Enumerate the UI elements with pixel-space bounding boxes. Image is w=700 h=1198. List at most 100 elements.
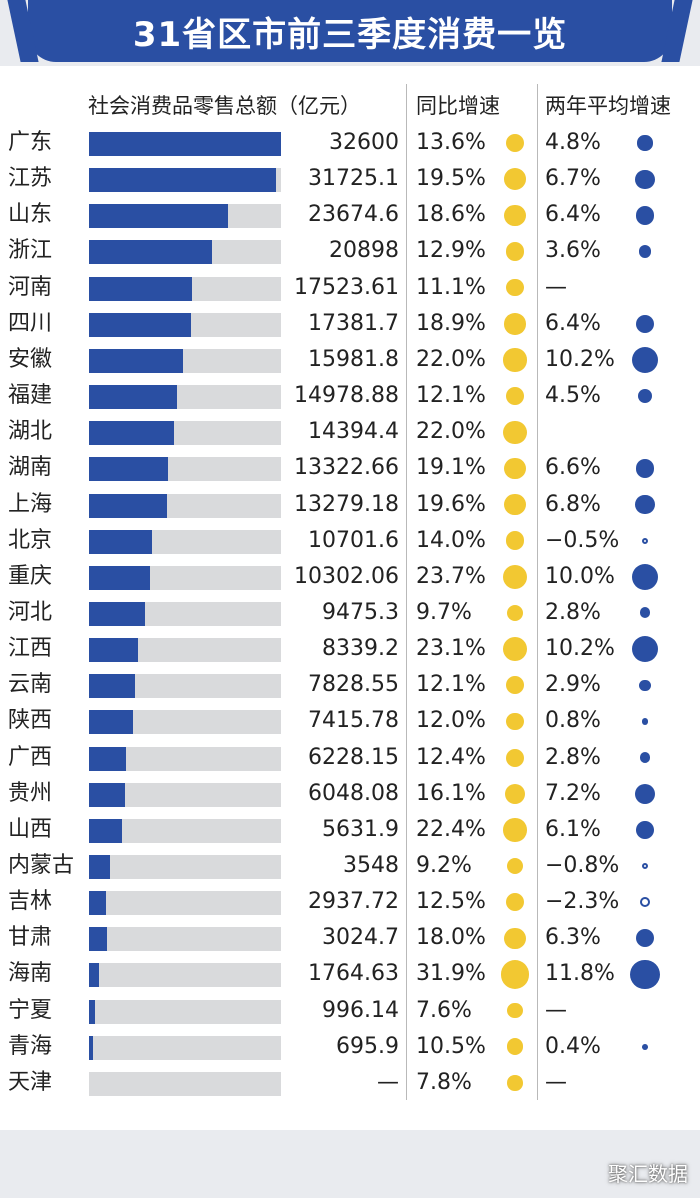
avg-growth-label: 11.8%	[545, 961, 615, 987]
table-row: 四川 17381.7 18.9% 6.4%	[0, 306, 700, 342]
province-label: 浙江	[8, 238, 53, 264]
retail-value-label: 3548	[343, 853, 399, 878]
table-row: 贵州 6048.08 16.1% 7.2%	[0, 776, 700, 812]
retail-value-label: 10302.06	[294, 563, 399, 589]
yoy-dot	[503, 637, 527, 661]
province-label: 河南	[8, 274, 53, 300]
yoy-dot	[503, 420, 527, 444]
yoy-label: 31.9%	[416, 961, 486, 987]
province-label: 海南	[8, 961, 53, 987]
header-retail: 社会消费品零售总额（亿元）	[88, 94, 361, 118]
divider-retail-yoy	[406, 84, 407, 1100]
table-row: 吉林 2937.72 12.5% −2.3%	[0, 884, 700, 920]
province-label: 天津	[8, 1069, 53, 1095]
yoy-label: 12.1%	[416, 672, 486, 698]
retail-value-label: 7828.55	[308, 672, 399, 698]
yoy-dot	[506, 712, 524, 731]
yoy-label: 22.0%	[416, 346, 486, 372]
chart-title: 31省区市前三季度消费一览	[132, 14, 568, 55]
avg-growth-dot	[632, 563, 658, 590]
avg-growth-dot	[635, 494, 655, 515]
retail-bar	[89, 782, 125, 807]
avg-growth-label: 6.8%	[545, 491, 601, 517]
table-row: 湖南 13322.66 19.1% 6.6%	[0, 450, 700, 486]
avg-growth-label: 2.8%	[545, 744, 601, 770]
table-row: 福建 14978.88 12.1% 4.5%	[0, 378, 700, 414]
table-row: 海南 1764.63 31.9% 11.8%	[0, 956, 700, 992]
yoy-dot	[507, 1075, 523, 1091]
yoy-label: 12.4%	[416, 744, 486, 770]
watermark: 聚汇数据	[608, 1162, 688, 1186]
retail-value-label: 32600	[329, 130, 399, 155]
avg-growth-dot	[635, 206, 655, 225]
avg-growth-label: —	[545, 1069, 567, 1095]
province-label: 湖南	[8, 455, 53, 481]
yoy-dot	[506, 604, 524, 622]
province-label: 安徽	[8, 346, 53, 372]
table-row: 江西 8339.2 23.1% 10.2%	[0, 631, 700, 667]
retail-bar-track	[89, 1071, 281, 1096]
avg-growth-dot	[630, 959, 660, 990]
avg-growth-dot	[641, 718, 649, 725]
yoy-label: 18.9%	[416, 310, 486, 336]
retail-bar	[89, 963, 100, 988]
yoy-label: 12.5%	[416, 889, 486, 915]
avg-growth-dot	[642, 1043, 648, 1050]
avg-growth-label: 10.0%	[545, 563, 615, 589]
retail-bar-track	[89, 1035, 281, 1060]
table-row: 江苏 31725.1 19.5% 6.7%	[0, 161, 700, 197]
province-label: 广东	[8, 130, 53, 155]
avg-growth-label: 6.7%	[545, 166, 601, 192]
province-label: 上海	[8, 491, 53, 517]
table-row: 天津 — 7.8% —	[0, 1065, 700, 1101]
yoy-label: 11.1%	[416, 274, 486, 300]
yoy-dot	[500, 960, 530, 989]
retail-value-label: 996.14	[322, 997, 399, 1023]
yoy-dot	[502, 564, 528, 589]
province-label: 云南	[8, 672, 53, 698]
retail-value-label: 17381.7	[308, 310, 399, 336]
avg-growth-label: 6.6%	[545, 455, 601, 481]
retail-value-label: 10701.6	[308, 527, 399, 553]
retail-value-label: 3024.7	[322, 925, 399, 951]
retail-bar	[89, 674, 136, 699]
avg-growth-label: 6.1%	[545, 816, 601, 842]
table-row: 上海 13279.18 19.6% 6.8%	[0, 487, 700, 523]
retail-bar	[89, 529, 152, 554]
yoy-dot	[506, 857, 524, 875]
retail-value-label: 14978.88	[294, 383, 399, 409]
yoy-dot	[504, 493, 526, 516]
province-label: 湖北	[8, 419, 53, 445]
province-label: 甘肃	[8, 925, 53, 951]
avg-growth-dot	[635, 169, 655, 189]
yoy-label: 16.1%	[416, 780, 486, 806]
yoy-dot	[507, 1002, 523, 1019]
province-label: 山西	[8, 816, 53, 842]
yoy-label: 13.6%	[416, 130, 486, 155]
table-row: 宁夏 996.14 7.6% —	[0, 993, 700, 1029]
table-row: 广东 32600 13.6% 4.8%	[0, 125, 700, 161]
table-row: 重庆 10302.06 23.7% 10.0%	[0, 559, 700, 595]
retail-bar-track	[89, 855, 281, 879]
table-row: 青海 695.9 10.5% 0.4%	[0, 1029, 700, 1065]
retail-bar	[89, 746, 126, 771]
retail-value-label: 17523.61	[294, 274, 399, 300]
avg-growth-dot	[635, 314, 655, 333]
table-row: 河北 9475.3 9.7% 2.8%	[0, 595, 700, 631]
yoy-label: 18.0%	[416, 925, 486, 951]
yoy-label: 7.6%	[416, 997, 472, 1023]
yoy-dot	[505, 893, 524, 912]
yoy-label: 19.1%	[416, 455, 486, 481]
yoy-label: 19.6%	[416, 491, 486, 517]
retail-bar	[89, 385, 178, 410]
avg-growth-label: 10.2%	[545, 346, 615, 372]
yoy-label: 7.8%	[416, 1069, 472, 1095]
yoy-label: 9.2%	[416, 853, 472, 878]
province-label: 山东	[8, 202, 53, 228]
yoy-dot	[503, 818, 527, 842]
retail-bar	[89, 818, 123, 843]
yoy-dot	[504, 204, 526, 226]
yoy-dot	[504, 168, 526, 191]
retail-value-label: 13279.18	[294, 491, 399, 517]
table-row: 安徽 15981.8 22.0% 10.2%	[0, 342, 700, 378]
